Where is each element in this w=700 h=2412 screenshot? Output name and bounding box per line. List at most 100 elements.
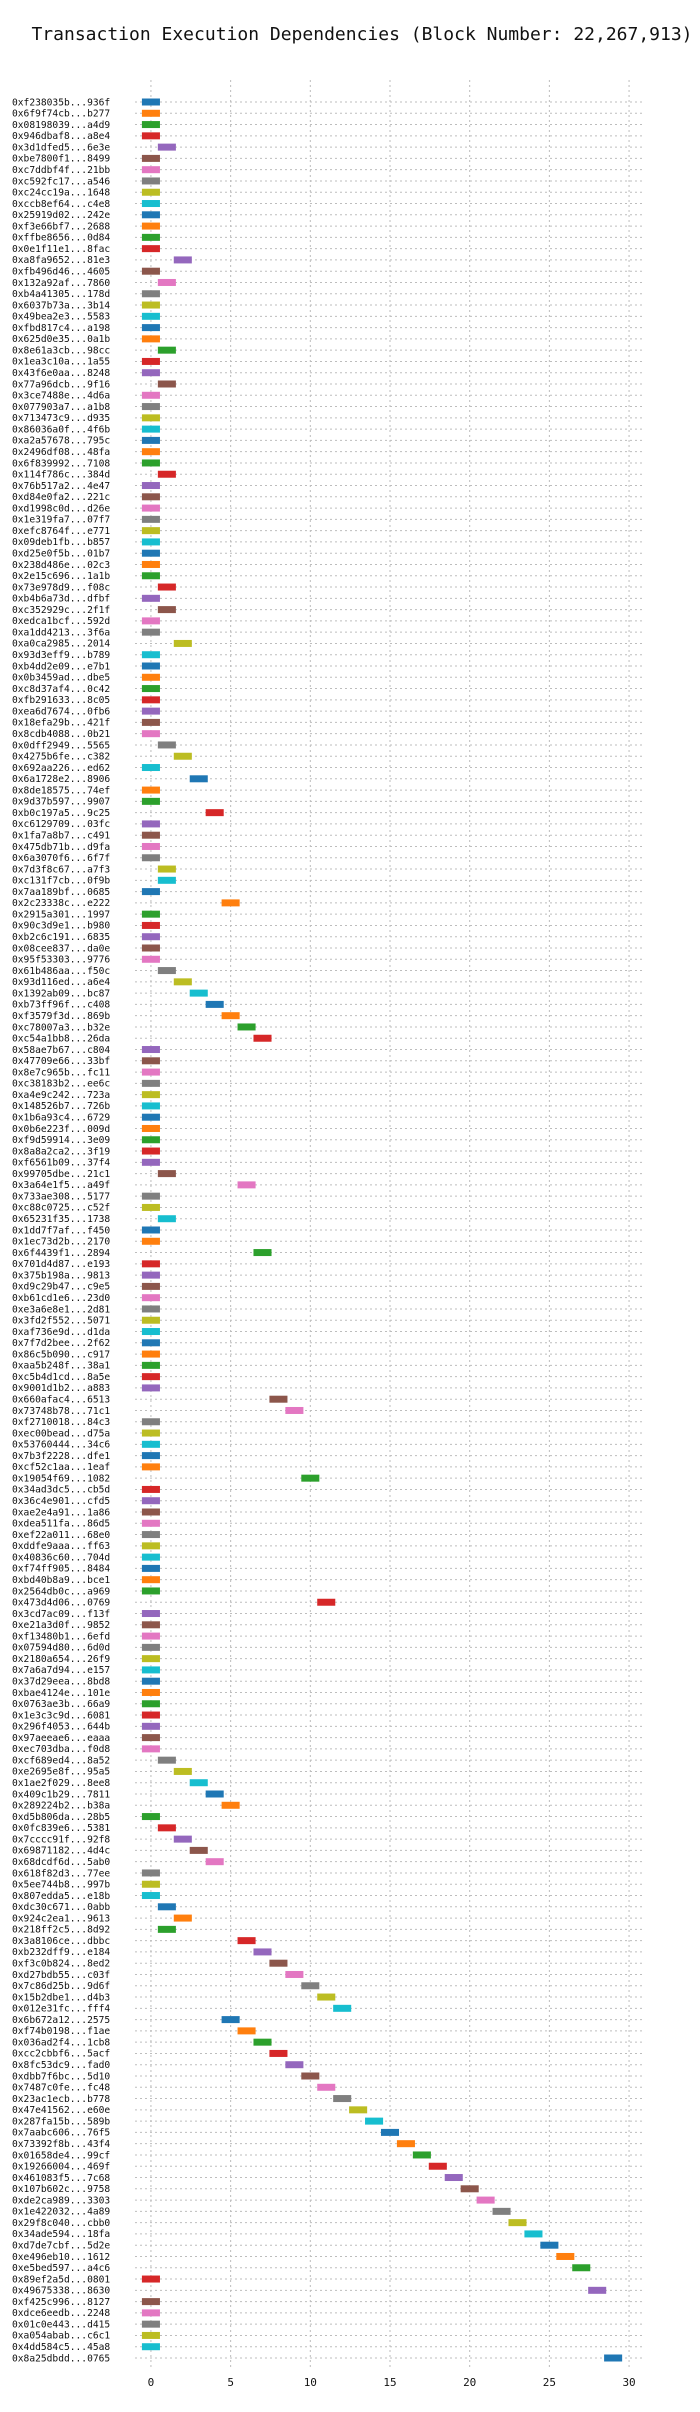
- tx-label: 0x1392ab09...bc87: [12, 988, 110, 999]
- tx-bar: [141, 1136, 160, 1144]
- tx-label: 0xdbb7f6bc...5d10: [12, 2071, 110, 2082]
- tx-bar: [205, 1858, 224, 1866]
- tx-bar: [141, 1734, 160, 1742]
- tx-bar: [141, 1655, 160, 1663]
- tx-label: 0xcc2cbbf6...5acf: [12, 2049, 110, 2060]
- tx-label: 0x3a64e1f5...a49f: [12, 1180, 110, 1191]
- tx-label: 0x0dff2949...5565: [12, 740, 110, 751]
- tx-label: 0x89ef2a5d...0801: [12, 2274, 110, 2285]
- tx-label: 0xd7de7cbf...5d2e: [12, 2241, 110, 2252]
- tx-label: 0xb61cd1e6...23d0: [12, 1293, 110, 1304]
- tx-bar: [205, 1790, 224, 1798]
- tx-bar: [205, 809, 224, 817]
- bars: [141, 98, 623, 2362]
- tx-label: 0x6a3070f6...6f7f: [12, 853, 110, 864]
- tx-label: 0xc352929c...2f1f: [12, 605, 110, 616]
- tx-bar: [556, 2252, 575, 2260]
- tx-bar: [141, 549, 160, 557]
- tx-bar: [141, 933, 160, 941]
- tx-bar: [141, 1260, 160, 1268]
- tx-bar: [141, 154, 160, 162]
- tx-label: 0x40836c60...704d: [12, 1552, 110, 1563]
- tx-label: 0x19266004...469f: [12, 2162, 110, 2173]
- tx-bar: [141, 831, 160, 839]
- tx-bar: [141, 211, 160, 219]
- tx-bar: [540, 2241, 559, 2249]
- tx-label: 0x68dcdf6d...5ab0: [12, 1857, 110, 1868]
- tx-bar: [141, 1463, 160, 1471]
- tx-bar: [173, 256, 192, 264]
- tx-bar: [365, 2117, 384, 2125]
- tx-label: 0xc54a1bb8...26da: [12, 1034, 110, 1045]
- tx-label: 0xc6129709...03fc: [12, 819, 110, 830]
- tx-bar: [317, 2083, 336, 2091]
- tx-label: 0x69871182...4d4c: [12, 1846, 110, 1857]
- tx-bar: [141, 1632, 160, 1640]
- tx-bar: [141, 685, 160, 693]
- tx-bar: [141, 797, 160, 805]
- tx-bar: [141, 1361, 160, 1369]
- tx-label: 0xfb291633...8c05: [12, 695, 110, 706]
- tx-bar: [237, 1937, 256, 1945]
- tx-bar: [141, 515, 160, 523]
- tx-bar: [157, 876, 176, 884]
- tx-label: 0x6f9f74cb...b277: [12, 109, 110, 120]
- tx-label: 0x1e319fa7...07f7: [12, 515, 110, 526]
- tx-label: 0x473d4d06...0769: [12, 1598, 110, 1609]
- tx-bar: [157, 143, 176, 151]
- tx-label: 0xe5bed597...a4c6: [12, 2263, 110, 2274]
- tx-bar: [157, 346, 176, 354]
- tx-label: 0x07594d80...6d0d: [12, 1643, 110, 1654]
- tx-bar: [396, 2140, 415, 2148]
- tx-bar: [141, 1508, 160, 1516]
- tx-label: 0xf6561b09...37f4: [12, 1158, 110, 1169]
- tx-bar: [141, 391, 160, 399]
- tx-bar: [141, 1046, 160, 1054]
- tx-label: 0xc24cc19a...1648: [12, 188, 110, 199]
- tx-label: 0x1fa7a8b7...c491: [12, 831, 110, 842]
- tx-label: 0x58ae7b67...c804: [12, 1045, 110, 1056]
- tx-bar: [301, 2072, 320, 2080]
- tx-bar: [141, 854, 160, 862]
- tx-label: 0xf238035b...936f: [12, 97, 110, 108]
- tx-label: 0xccb8ef64...c4e8: [12, 199, 110, 210]
- tx-bar: [141, 1305, 160, 1313]
- tx-label: 0xd25e0f5b...01b7: [12, 549, 110, 560]
- tx-bar: [141, 1102, 160, 1110]
- tx-bar: [173, 639, 192, 647]
- tx-label: 0xd9c29b47...c9e5: [12, 1282, 110, 1293]
- tx-bar: [141, 673, 160, 681]
- tx-label: 0xec703dba...f0d8: [12, 1744, 110, 1755]
- tx-bar: [141, 1124, 160, 1132]
- tx-label: 0x3d1dfed5...6e3e: [12, 142, 110, 153]
- tx-bar: [269, 1959, 288, 1967]
- tx-bar: [141, 459, 160, 467]
- tx-label: 0x713473c9...d935: [12, 413, 110, 424]
- tx-label: 0x9d37b597...9907: [12, 797, 110, 808]
- tx-bar: [237, 1023, 256, 1031]
- tx-bar: [141, 482, 160, 490]
- tx-label: 0x0e1f11e1...8fac: [12, 244, 110, 255]
- tx-bar: [141, 1328, 160, 1336]
- tx-label: 0xbd40b8a9...bce1: [12, 1575, 110, 1586]
- tx-bar: [141, 651, 160, 659]
- tx-bar: [141, 1158, 160, 1166]
- tx-label: 0x077903a7...a1b8: [12, 402, 110, 413]
- tx-label: 0x2c23338c...e222: [12, 898, 110, 909]
- tx-label: 0x8a25dbdd...0765: [12, 2353, 110, 2364]
- tx-label: 0x65231f35...1738: [12, 1214, 110, 1225]
- tx-label: 0x19054f69...1082: [12, 1473, 110, 1484]
- tx-bar: [141, 1282, 160, 1290]
- tx-bar: [141, 1892, 160, 1900]
- tx-bar: [141, 1068, 160, 1076]
- tx-bar: [221, 1012, 240, 1020]
- tx-bar: [588, 2286, 607, 2294]
- tx-bar: [221, 1801, 240, 1809]
- tx-label: 0x08198039...a4d9: [12, 120, 110, 131]
- tx-label: 0x4275b6fe...c382: [12, 752, 110, 763]
- tx-bar: [269, 2049, 288, 2057]
- tx-label: 0x3a8106ce...dbbc: [12, 1936, 110, 1947]
- tx-bar: [173, 1835, 192, 1843]
- tx-label: 0xc592fc17...a546: [12, 176, 110, 187]
- tx-label: 0x8cdb4088...0b21: [12, 729, 110, 740]
